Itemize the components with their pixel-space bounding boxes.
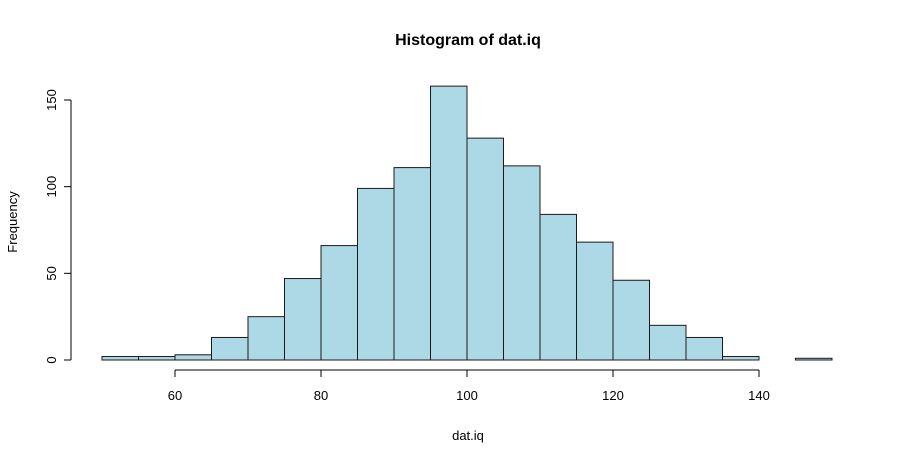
- histogram-bar: [503, 165, 541, 361]
- histogram-bar: [174, 354, 212, 361]
- histogram-bar: [247, 316, 285, 361]
- histogram-bar: [612, 279, 650, 361]
- histogram-bar: [211, 336, 249, 361]
- y-tick-label: 0: [44, 356, 59, 363]
- histogram-bar: [320, 245, 358, 361]
- x-tick-label: 120: [602, 388, 624, 403]
- histogram-bar: [685, 336, 723, 361]
- x-axis: 60 80 100 120 140: [168, 369, 770, 403]
- y-axis: 0 50 100 150: [44, 89, 72, 364]
- histogram-bar: [430, 85, 468, 361]
- histogram-bar: [539, 213, 577, 361]
- histogram-bar: [393, 167, 431, 361]
- histogram-bar: [138, 356, 176, 361]
- x-tick-label: 60: [168, 388, 182, 403]
- y-tick-label: 100: [44, 176, 59, 198]
- x-axis-label: dat.iq: [452, 428, 484, 443]
- x-tick-label: 100: [456, 388, 478, 403]
- x-tick-label: 80: [314, 388, 328, 403]
- x-tick-label: 140: [748, 388, 770, 403]
- histogram-bar: [649, 324, 687, 361]
- chart-title: Histogram of dat.iq: [395, 32, 541, 49]
- y-axis-label: Frequency: [5, 191, 20, 253]
- histogram-bar: [722, 356, 760, 361]
- histogram-bar: [795, 357, 833, 361]
- histogram-bar: [466, 137, 504, 361]
- y-tick-label: 150: [44, 89, 59, 111]
- histogram-bar: [576, 241, 614, 361]
- y-tick-label: 50: [44, 266, 59, 280]
- histogram-bar: [357, 187, 395, 361]
- histogram-bar: [101, 356, 139, 361]
- bars-group: [101, 85, 833, 361]
- histogram-bar: [284, 278, 322, 361]
